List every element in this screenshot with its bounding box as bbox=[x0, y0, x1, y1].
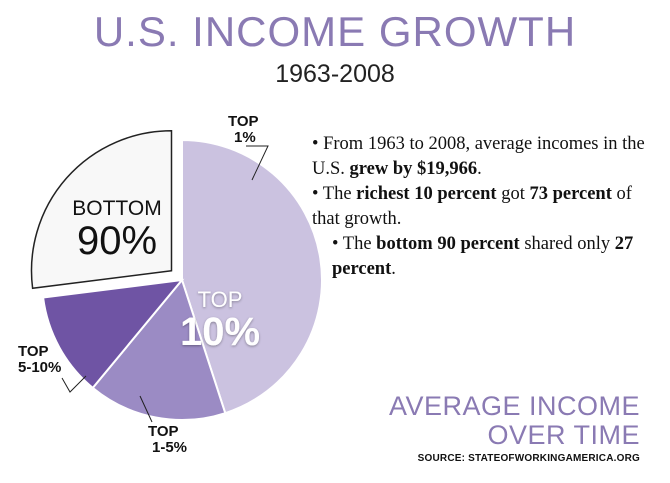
slice-label: 1-5% bbox=[152, 439, 187, 456]
slice-label: 1% bbox=[234, 129, 256, 146]
bullet-1: • From 1963 to 2008, average incomes in … bbox=[312, 132, 652, 182]
bullet-text: The bbox=[342, 234, 377, 254]
bullet-dot: • bbox=[312, 184, 323, 204]
slice-label: TOP bbox=[148, 423, 179, 440]
bullet-text: shared only bbox=[519, 234, 615, 254]
source-credit: SOURCE: STATEOFWORKINGAMERICA.ORG bbox=[417, 453, 640, 464]
bullet-text: richest 10 percent bbox=[356, 184, 497, 204]
bullet-text: . bbox=[391, 259, 396, 279]
bullet-3: • The bottom 90 percent shared only 27 p… bbox=[332, 232, 652, 282]
leader-line bbox=[61, 375, 87, 393]
chart-title: U.S. INCOME GROWTH bbox=[93, 8, 577, 55]
pie-slice bbox=[91, 277, 227, 421]
bullet-text: bottom 90 percent bbox=[376, 234, 520, 254]
pie-slice bbox=[181, 138, 323, 415]
bullet-text: 27 percent bbox=[332, 234, 634, 279]
leader-line bbox=[246, 145, 269, 181]
slice-label: TOP bbox=[18, 343, 49, 360]
bullet-text: grew by $19,966 bbox=[349, 159, 478, 179]
slice-label: 90% bbox=[77, 219, 157, 263]
footer-title: AVERAGE INCOME OVER TIME bbox=[389, 392, 640, 450]
bullet-list: • From 1963 to 2008, average incomes in … bbox=[312, 132, 652, 282]
leader-line bbox=[139, 395, 153, 423]
bullet-dot: • bbox=[332, 234, 343, 254]
bullet-text: of that growth. bbox=[312, 184, 632, 229]
bullet-text: 73 percent bbox=[529, 184, 612, 204]
footer-title-line1: AVERAGE INCOME bbox=[388, 391, 640, 421]
bullet-text: got bbox=[496, 184, 530, 204]
pie-slice bbox=[41, 278, 185, 390]
bullet-dot: • bbox=[312, 134, 324, 154]
group-label: TOP bbox=[198, 287, 243, 312]
chart-subtitle: 1963-2008 bbox=[275, 60, 395, 88]
bullet-text: From 1963 to 2008, average incomes in th… bbox=[312, 134, 645, 179]
footer-title-line2: OVER TIME bbox=[487, 420, 640, 450]
bullet-text: The bbox=[322, 184, 357, 204]
pie-slice bbox=[30, 129, 173, 290]
slice-label: BOTTOM bbox=[72, 197, 161, 220]
group-label: 10% bbox=[180, 310, 260, 354]
slice-label: 5-10% bbox=[18, 359, 61, 376]
bullet-text: . bbox=[477, 159, 482, 179]
slice-label: TOP bbox=[228, 113, 259, 130]
bullet-2: • The richest 10 percent got 73 percent … bbox=[312, 182, 652, 232]
